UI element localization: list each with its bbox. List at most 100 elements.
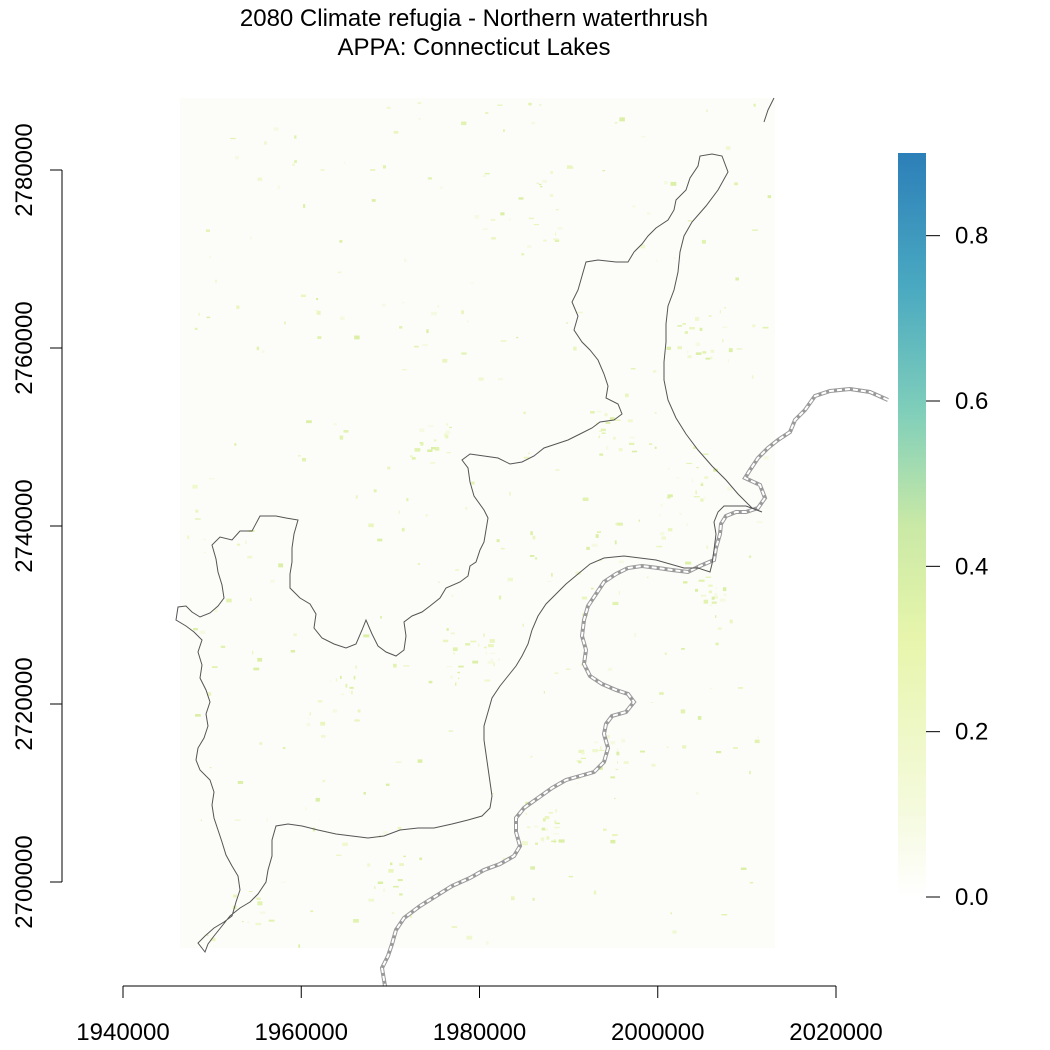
raster-cell	[330, 680, 332, 683]
raster-cell	[623, 761, 629, 764]
raster-cell	[445, 434, 449, 439]
raster-cell	[677, 346, 682, 350]
raster-cell	[554, 822, 560, 825]
raster-cell	[255, 922, 262, 926]
raster-cell	[247, 555, 253, 559]
raster-cell	[444, 433, 447, 437]
raster-cell	[382, 303, 386, 307]
raster-cell	[500, 547, 505, 550]
raster-cell	[399, 863, 404, 866]
raster-cell	[545, 828, 548, 831]
raster-cell	[722, 326, 728, 328]
raster-cell	[241, 921, 244, 923]
raster-cell	[433, 439, 437, 442]
raster-cell	[590, 411, 595, 414]
raster-cell	[461, 310, 464, 315]
raster-cell	[615, 768, 619, 771]
raster-cell	[577, 778, 581, 780]
raster-cell	[485, 651, 487, 655]
raster-cell	[653, 370, 657, 373]
raster-cell	[529, 555, 535, 557]
raster-cell	[581, 751, 585, 755]
raster-cell	[417, 563, 421, 565]
raster-cell	[466, 935, 473, 940]
raster-cell	[610, 839, 616, 844]
raster-cell	[762, 326, 769, 329]
raster-cell	[555, 209, 559, 211]
raster-cell	[455, 682, 457, 686]
raster-cell	[616, 751, 620, 756]
raster-cell	[610, 741, 616, 745]
raster-cell	[698, 579, 705, 582]
raster-cell	[736, 348, 743, 350]
raster-cell	[489, 639, 495, 643]
raster-cell	[349, 686, 354, 689]
raster-cell	[209, 767, 212, 769]
raster-cell	[210, 937, 216, 942]
raster-cell	[753, 103, 756, 107]
raster-cell	[705, 357, 711, 360]
raster-cell	[430, 462, 436, 464]
raster-cell	[630, 368, 636, 370]
raster-cell	[390, 862, 393, 866]
raster-cell	[490, 218, 496, 221]
map-title-line-2: APPA: Connecticut Lakes	[337, 34, 611, 61]
raster-cell	[278, 563, 284, 568]
raster-cell	[399, 893, 403, 896]
raster-cell	[607, 667, 613, 671]
raster-cell	[621, 738, 626, 743]
state-border	[379, 386, 889, 987]
y-tick-label: 2700000	[11, 835, 38, 928]
raster-cell	[600, 428, 606, 432]
raster-cell	[292, 163, 295, 166]
raster-cell	[348, 691, 351, 693]
raster-cell	[370, 169, 376, 171]
raster-cell	[353, 919, 359, 923]
raster-cell	[355, 665, 357, 669]
raster-cell	[551, 573, 553, 577]
raster-cell	[234, 443, 237, 446]
raster-cell	[497, 104, 503, 106]
raster-cell	[729, 619, 733, 624]
raster-cell	[195, 518, 201, 520]
raster-cell	[735, 277, 739, 281]
raster-cell	[531, 121, 536, 125]
raster-cell	[690, 444, 692, 447]
habitat-raster	[180, 98, 775, 948]
raster-cell	[380, 616, 382, 619]
raster-cell	[200, 819, 202, 821]
raster-cell	[317, 700, 323, 703]
raster-cell	[715, 587, 717, 589]
raster-cell	[756, 521, 763, 524]
raster-cell	[670, 181, 677, 186]
raster-cell	[470, 640, 477, 643]
raster-cell	[236, 543, 241, 546]
raster-cell	[696, 467, 699, 469]
raster-cell	[530, 755, 533, 758]
raster-cell	[252, 650, 254, 655]
raster-cell	[500, 340, 507, 342]
raster-cell	[663, 181, 668, 185]
legend-tick-label: 0.8	[955, 223, 988, 250]
raster-cell	[485, 112, 489, 114]
raster-cell	[523, 841, 528, 846]
raster-cell	[689, 327, 695, 330]
raster-cell	[478, 377, 484, 381]
y-axis: 2700000 2720000 2740000 2760000 2780000	[11, 123, 63, 929]
raster-cell	[306, 420, 312, 424]
raster-cell	[617, 761, 618, 764]
raster-cell	[215, 279, 217, 283]
raster-cell	[417, 759, 423, 763]
raster-cell	[317, 336, 322, 339]
raster-cell	[455, 569, 459, 571]
raster-cell	[722, 339, 724, 343]
raster-cell	[314, 309, 320, 311]
raster-cell	[465, 506, 468, 510]
raster-cell	[667, 467, 670, 470]
raster-cell	[367, 863, 371, 867]
raster-cell	[576, 760, 580, 763]
raster-cell	[542, 818, 546, 822]
raster-cell	[677, 325, 683, 327]
raster-cell	[335, 678, 338, 682]
